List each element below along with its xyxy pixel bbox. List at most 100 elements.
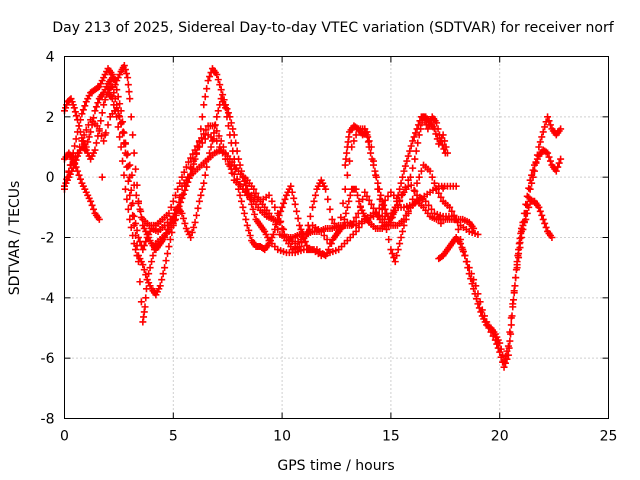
data-point	[342, 155, 350, 163]
data-points	[61, 62, 565, 371]
data-point	[326, 205, 334, 213]
data-point	[358, 219, 366, 227]
data-point	[394, 191, 402, 199]
data-point	[461, 252, 469, 260]
data-point	[72, 163, 80, 171]
data-point	[343, 203, 351, 211]
data-point	[179, 214, 187, 222]
data-point	[134, 258, 142, 266]
data-point	[125, 88, 133, 96]
data-point	[250, 185, 258, 193]
data-point	[265, 191, 273, 199]
data-point	[296, 221, 304, 229]
data-point	[162, 229, 170, 237]
data-point	[176, 193, 184, 201]
data-point	[180, 168, 188, 176]
data-point	[390, 208, 398, 216]
data-point	[88, 201, 96, 209]
data-point	[132, 165, 140, 173]
data-point	[350, 137, 358, 145]
data-point	[198, 113, 206, 121]
data-point	[430, 179, 438, 187]
data-point	[71, 108, 79, 116]
data-point	[539, 215, 547, 223]
data-point	[226, 162, 234, 170]
data-point	[374, 179, 382, 187]
data-point	[413, 179, 421, 187]
data-point	[121, 66, 129, 74]
data-point	[167, 203, 175, 211]
data-point	[477, 308, 485, 316]
data-point	[541, 123, 549, 131]
data-point	[365, 143, 373, 151]
data-point	[516, 244, 524, 252]
data-point	[214, 107, 222, 115]
data-point	[203, 85, 211, 93]
data-point	[296, 243, 304, 251]
x-tick-labels: 0 5 10 15 20 25	[60, 429, 617, 445]
data-point	[92, 139, 100, 147]
data-point	[441, 137, 449, 145]
data-point	[394, 246, 402, 254]
data-point	[123, 195, 131, 203]
data-point	[341, 161, 349, 169]
data-point	[409, 137, 417, 145]
data-point	[133, 226, 141, 234]
data-point	[430, 125, 438, 133]
data-point	[412, 147, 420, 155]
chart-title: Day 213 of 2025, Sidereal Day-to-day VTE…	[52, 20, 614, 36]
data-point	[526, 185, 534, 193]
data-point	[93, 122, 101, 130]
data-point	[506, 328, 514, 336]
data-point	[557, 155, 565, 163]
data-point	[362, 129, 370, 137]
data-point	[130, 212, 138, 220]
data-point	[541, 219, 549, 227]
data-point	[87, 128, 95, 136]
data-point	[130, 181, 138, 189]
data-point	[201, 135, 209, 143]
data-point	[378, 197, 386, 205]
data-point	[134, 199, 142, 207]
data-point	[497, 345, 505, 353]
data-point	[409, 164, 417, 172]
data-point	[206, 149, 214, 157]
data-point	[354, 209, 362, 217]
data-point	[439, 184, 447, 192]
data-point	[424, 125, 432, 133]
data-point	[178, 209, 186, 217]
data-point	[472, 295, 480, 303]
data-point	[95, 127, 103, 135]
data-point	[525, 193, 533, 201]
data-point	[146, 264, 154, 272]
data-point	[400, 167, 408, 175]
data-point	[229, 125, 237, 133]
data-point	[391, 203, 399, 211]
data-point	[502, 352, 510, 360]
data-point	[388, 250, 396, 258]
data-point	[387, 218, 395, 226]
data-point	[500, 363, 508, 371]
data-point	[274, 225, 282, 233]
data-point	[237, 197, 245, 205]
data-point	[197, 125, 205, 133]
data-point	[399, 227, 407, 235]
data-point	[251, 210, 259, 218]
data-point	[343, 149, 351, 157]
data-point	[142, 238, 150, 246]
data-point	[127, 201, 135, 209]
data-point	[165, 209, 173, 217]
data-point	[191, 155, 199, 163]
data-point	[446, 203, 454, 211]
data-point	[229, 147, 237, 155]
x-tick-label: 5	[169, 429, 178, 445]
data-point	[506, 337, 514, 345]
series-track-6	[341, 113, 451, 226]
data-point	[204, 77, 212, 85]
data-point	[75, 122, 83, 130]
data-point	[301, 238, 309, 246]
data-point	[397, 179, 405, 187]
data-point	[380, 201, 388, 209]
data-point	[322, 252, 330, 260]
